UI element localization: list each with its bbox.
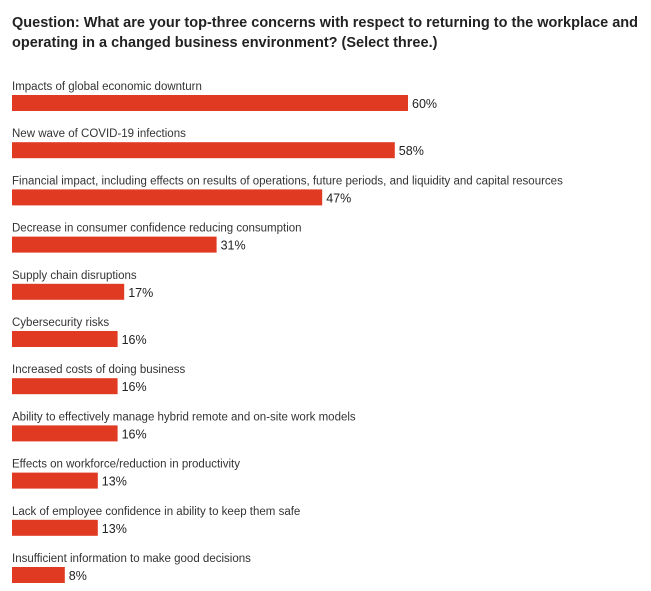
category-label: Lack of employee confidence in ability t… — [12, 506, 300, 518]
bar-row: Decrease in consumer confidence reducing… — [12, 223, 302, 253]
category-label: Decrease in consumer confidence reducing… — [12, 223, 302, 235]
bar — [12, 142, 395, 159]
data-label: 16% — [122, 333, 147, 347]
bar — [12, 567, 65, 583]
bar — [12, 283, 125, 300]
data-label: 13% — [102, 522, 127, 536]
category-label: Financial impact, including effects on r… — [12, 175, 563, 187]
bar — [12, 519, 98, 536]
data-label: 58% — [399, 144, 424, 158]
data-label: 16% — [122, 380, 147, 394]
bar — [12, 95, 408, 111]
data-label: 8% — [69, 569, 87, 583]
bar-row: Supply chain disruptions 17% — [12, 270, 153, 300]
data-label: 60% — [412, 97, 437, 111]
bar-row: Lack of employee confidence in ability t… — [12, 506, 300, 536]
data-label: 31% — [221, 239, 246, 253]
chart-title: Question: What are your top-three concer… — [12, 15, 638, 51]
bar-row: Ability to effectively manage hybrid rem… — [12, 411, 356, 442]
bar-row: Cybersecurity risks 16% — [12, 317, 147, 347]
category-label: Cybersecurity risks — [12, 317, 109, 329]
bar-row: Increased costs of doing business 16% — [12, 364, 185, 395]
data-label: 47% — [326, 191, 351, 205]
bar — [12, 425, 118, 442]
bar-row: Insufficient information to make good de… — [12, 553, 251, 583]
category-label: Supply chain disruptions — [12, 270, 137, 282]
bar — [12, 236, 217, 253]
category-label: Effects on workforce/reduction in produc… — [12, 459, 240, 471]
bar — [12, 472, 98, 489]
bar-row: Effects on workforce/reduction in produc… — [12, 459, 240, 489]
bar — [12, 189, 323, 206]
bar — [12, 378, 118, 395]
category-label: New wave of COVID-19 infections — [12, 128, 186, 140]
category-label: Impacts of global economic downturn — [12, 81, 202, 93]
data-label: 17% — [128, 286, 153, 300]
category-label: Increased costs of doing business — [12, 364, 185, 376]
bar — [12, 331, 118, 347]
category-label: Insufficient information to make good de… — [12, 553, 251, 565]
bar-row: Financial impact, including effects on r… — [12, 175, 563, 206]
bar-row: New wave of COVID-19 infections 58% — [12, 128, 424, 159]
category-label: Ability to effectively manage hybrid rem… — [12, 411, 356, 423]
bar-row: Impacts of global economic downturn 60% — [12, 81, 437, 111]
data-label: 16% — [122, 427, 147, 441]
data-label: 13% — [102, 475, 127, 489]
